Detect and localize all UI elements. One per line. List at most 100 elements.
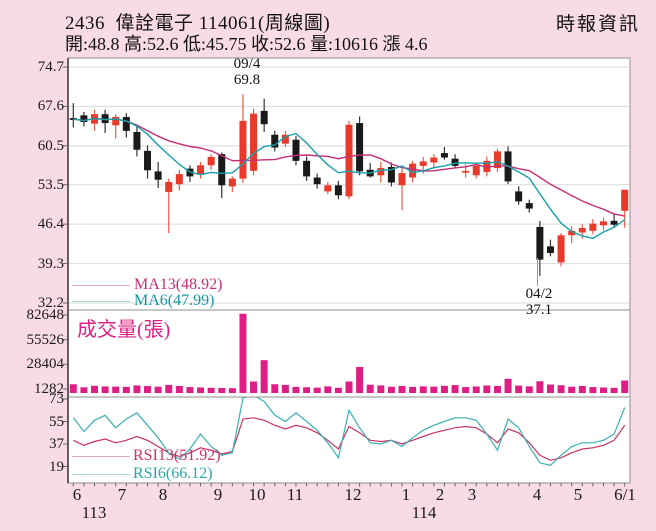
volume-bar — [599, 387, 607, 393]
candle-body-up — [207, 156, 215, 166]
volume-bar — [207, 387, 215, 393]
candle-body-down — [515, 191, 523, 202]
volume-bar — [504, 378, 512, 393]
price-axis-label: 53.5 — [37, 176, 64, 193]
candle-body-up — [197, 165, 205, 175]
volume-bar — [493, 385, 501, 393]
legend-ma13: MA13(48.92) — [134, 276, 223, 293]
volume-bar — [472, 386, 480, 393]
candle-body-down — [133, 131, 141, 150]
volume-bar — [260, 360, 268, 393]
x-axis-month-label: 11 — [286, 485, 304, 504]
volume-bar — [430, 386, 438, 393]
ma13-line — [73, 117, 625, 217]
price-axis-label: 74.7 — [37, 59, 64, 75]
candle-body-up — [239, 120, 247, 179]
ma6-line — [73, 117, 626, 240]
legend-rsi13-line-sample — [72, 456, 130, 457]
price-axis-label: 46.4 — [37, 216, 64, 233]
volume-bar — [409, 386, 417, 393]
rsi-axis-label: 19 — [49, 458, 64, 475]
volume-bar — [218, 387, 226, 393]
volume-bar — [334, 387, 342, 393]
low-annotation-connector-line — [537, 258, 538, 286]
x-axis-month-label: 8 — [158, 485, 168, 504]
volume-bar — [419, 386, 427, 393]
volume-bar — [154, 386, 162, 393]
price-axis-label: 39.3 — [37, 255, 64, 272]
x-axis-month-label: 5 — [573, 485, 583, 504]
x-axis-month-label: 12 — [344, 485, 362, 504]
price-axis-label: 60.5 — [37, 137, 64, 154]
rsi13-line — [73, 417, 626, 461]
volume-bar — [303, 387, 311, 393]
volume-axis-label: 55526 — [26, 331, 65, 348]
x-axis-year-label: 113 — [81, 503, 107, 522]
volume-bar — [186, 387, 194, 393]
volume-bar — [546, 384, 554, 393]
candle-body-up — [345, 124, 353, 197]
x-axis-month-label: 9 — [213, 485, 223, 504]
volume-bar — [525, 386, 533, 393]
candle-body-down — [334, 185, 342, 196]
volume-bar — [239, 313, 247, 393]
volume-bar — [451, 385, 459, 393]
candle-body-up — [228, 178, 236, 187]
rsi-axis-label: 73 — [49, 391, 64, 407]
volume-bar — [621, 380, 629, 393]
candle-body-up — [472, 165, 480, 176]
candle-body-up — [621, 189, 629, 211]
candle-body-up — [568, 230, 576, 236]
candle-body-up — [419, 161, 427, 166]
candle-body-down — [69, 118, 77, 120]
candle-body-down — [610, 220, 618, 225]
candle-body-down — [313, 177, 321, 185]
volume-bar — [578, 385, 586, 393]
low-annotation-date: 04/2 — [525, 286, 553, 302]
candle-body-down — [292, 139, 300, 161]
candle-body-down — [303, 160, 311, 177]
legend-ma6: MA6(47.99) — [134, 292, 215, 309]
volume-bar — [112, 386, 120, 393]
volume-bar — [313, 387, 321, 393]
high-annotation: 09/4 69.8 — [234, 56, 261, 88]
volume-bar — [165, 384, 173, 393]
volume-bar — [387, 386, 395, 393]
volume-bar — [250, 381, 258, 393]
candle-body-down — [122, 116, 130, 131]
volume-bar — [91, 385, 99, 393]
low-annotation-value: 37.1 — [525, 302, 553, 318]
x-axis-month-label: 1 — [401, 485, 411, 504]
volume-bar — [557, 385, 565, 393]
candle-body-down — [260, 110, 268, 125]
legend-ma13-line-sample — [72, 285, 130, 286]
candle-body-down — [536, 226, 544, 260]
candle-body-down — [356, 123, 364, 172]
volume-bar — [80, 387, 88, 393]
volume-bar — [69, 384, 77, 393]
volume-bar — [281, 384, 289, 393]
rsi6-line — [72, 397, 626, 466]
volume-bar — [144, 386, 152, 393]
low-annotation: 04/2 37.1 — [526, 286, 553, 318]
volume-bar — [440, 385, 448, 393]
candle-body-down — [80, 115, 88, 122]
volume-bar — [292, 386, 300, 393]
candle-body-up — [430, 157, 438, 163]
price-axis-label: 32.2 — [37, 295, 64, 311]
candle-body-up — [589, 223, 597, 231]
x-axis-month-label: 2 — [435, 485, 445, 504]
volume-bar — [462, 387, 470, 393]
candle-body-up — [281, 134, 289, 144]
volume-bar — [324, 386, 332, 393]
rsi-axis-label: 37 — [49, 436, 64, 452]
volume-bar — [398, 385, 406, 393]
volume-bar — [228, 388, 236, 393]
volume-bar — [366, 384, 374, 393]
volume-bar — [133, 385, 141, 393]
volume-bar — [589, 387, 597, 393]
volume-axis-label: 1282 — [34, 381, 64, 397]
volume-bar — [345, 381, 353, 393]
candle-body-down — [451, 158, 459, 166]
